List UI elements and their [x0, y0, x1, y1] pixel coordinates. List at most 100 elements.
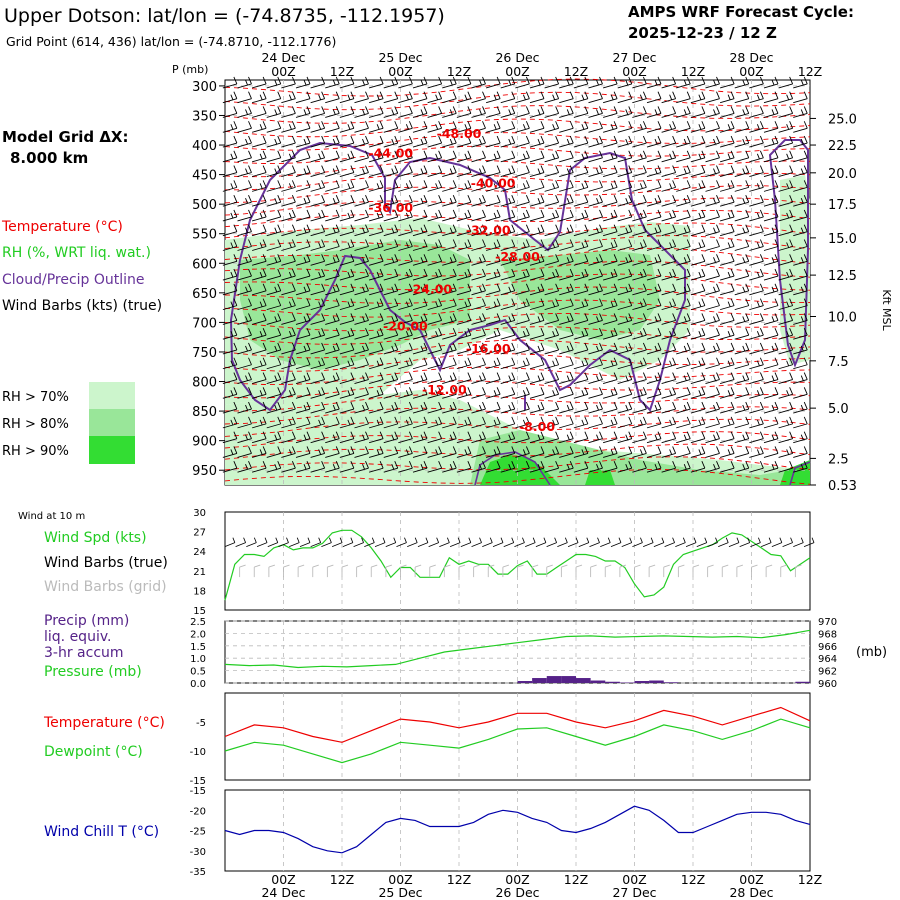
wind-barb: [252, 180, 267, 192]
wind-barb: [486, 416, 501, 429]
wind-barb: [544, 106, 560, 118]
temperature-contour-label: -36.00: [368, 200, 413, 215]
wind-barb: [603, 298, 618, 311]
wind-barb: [339, 76, 355, 89]
wind-barb: [398, 165, 413, 178]
kft-tick-labels: 25.0 22.5 20.0 17.5 15.0 12.5 10.0 7.5 5.0 2.5 0.5…: [810, 112, 857, 494]
wind-barb: [763, 91, 779, 104]
wind-barb: [705, 106, 720, 118]
wind-barb: [661, 387, 677, 399]
wind-barb: [661, 342, 677, 355]
y-tick-label: 30: [193, 508, 206, 519]
wind-barb: [456, 150, 472, 163]
wind-barb: [573, 150, 589, 163]
wind-barb: [398, 357, 413, 370]
wind-barb: [720, 268, 735, 281]
legend-temperature-lower: Temperature (°C): [43, 715, 165, 731]
wind-barb: [559, 313, 574, 325]
wind-barb: [559, 224, 574, 237]
wind-barb: [383, 342, 399, 355]
wind-barb: [778, 298, 794, 311]
wind-barb: [588, 135, 603, 148]
wind-barb: [500, 431, 516, 444]
wind-barb: [705, 239, 720, 251]
temperature-contour-label: -20.00: [383, 318, 428, 333]
surface-wind-barb: [299, 537, 311, 548]
wind-barb: [412, 106, 428, 118]
grid-wind-barb: [326, 564, 334, 578]
temperature-contour-line: [224, 197, 811, 216]
wind-barb: [398, 342, 413, 355]
wind-barb: [720, 283, 735, 296]
wind-barb: [339, 209, 355, 222]
wind-barb: [412, 239, 428, 251]
wind-barb: [676, 194, 691, 207]
wind-barb: [310, 91, 326, 104]
wind-barb: [529, 91, 545, 104]
temperature-contour-line: [224, 118, 811, 138]
surface-wind-barb: [246, 537, 257, 548]
wind-barb: [705, 446, 720, 458]
wind-barb: [237, 135, 252, 148]
wind-barb: [559, 239, 574, 251]
wind-barb: [559, 194, 574, 207]
legend-rh: RH (%, WRT liq. wat.): [2, 245, 151, 261]
cycle-value: 2025-12-23 / 12 Z: [628, 24, 777, 42]
wind-barb: [749, 254, 764, 266]
y-tick-label: -15: [190, 786, 206, 797]
wind-barb: [281, 239, 296, 251]
wind-barb: [793, 135, 808, 148]
wind-barb: [676, 106, 691, 118]
wind-barb: [427, 239, 443, 251]
wind-barb: [295, 194, 311, 207]
wind-barb: [676, 91, 691, 104]
wind-barb: [354, 106, 369, 118]
surface-wind-barb: [707, 537, 718, 548]
wind-barb: [222, 446, 238, 458]
wind-barb: [705, 76, 720, 89]
wind-barb: [529, 283, 545, 296]
wind-barb: [603, 313, 618, 325]
wind-barb: [559, 357, 574, 370]
wind-barb: [720, 387, 735, 399]
wind-barb: [398, 180, 413, 192]
surface-wind-barb: [803, 537, 815, 548]
wind-barb: [734, 298, 750, 311]
wind-barb: [354, 165, 369, 178]
wind-barb: [749, 298, 764, 311]
wind-barb: [456, 461, 472, 473]
grid-wind-barb: [677, 564, 685, 578]
wind-barb: [720, 372, 735, 384]
grid-wind-barb: [312, 564, 319, 578]
kft-tick-label: 20.0: [828, 167, 857, 182]
wind-barb: [763, 224, 779, 237]
wind-barb: [222, 180, 238, 192]
y-tick-label: 0.5: [190, 667, 206, 678]
surface-wind-barb: [578, 537, 590, 548]
surface-wind-barb: [675, 537, 686, 548]
wind-barb: [617, 106, 633, 118]
wind-barb: [749, 283, 764, 296]
wind-barb: [442, 76, 457, 89]
wind-barb: [310, 194, 326, 207]
wind-barb: [617, 431, 633, 444]
wind-barb: [793, 342, 808, 355]
grid-wind-barb: [794, 564, 802, 578]
wind-barb: [793, 416, 808, 429]
wind-barb: [471, 313, 486, 325]
wind-barb: [559, 106, 574, 118]
wind-barb: [778, 91, 794, 104]
grid-wind-barb: [297, 564, 305, 578]
top-day-label: 25 Dec: [378, 50, 422, 65]
temperature-contour-line: [224, 431, 811, 449]
wind-barb: [720, 313, 735, 325]
wind-barb: [603, 150, 618, 163]
wind-barb: [486, 446, 501, 458]
wind-barb: [369, 150, 384, 163]
wind-barb: [369, 180, 384, 192]
wind-barb: [252, 372, 267, 384]
wind-barb: [398, 239, 413, 251]
wind-barb: [603, 268, 618, 281]
wind-barb: [427, 150, 443, 163]
wind-barb: [632, 446, 647, 458]
